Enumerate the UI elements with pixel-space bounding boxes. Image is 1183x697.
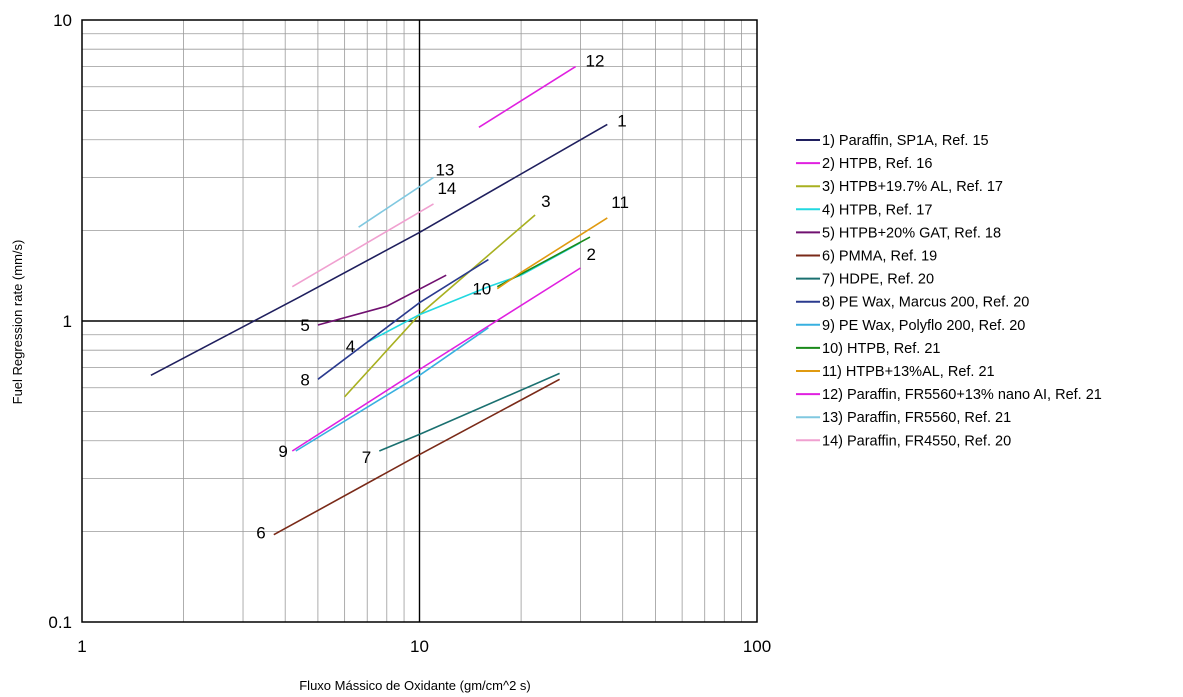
- series-line-6: [273, 378, 560, 536]
- series-label-10: 10: [472, 280, 491, 299]
- series-label-9: 9: [278, 442, 287, 461]
- legend-entry: 5) HTPB+20% GAT, Ref. 18: [822, 225, 1001, 241]
- series-label-7: 7: [362, 448, 371, 467]
- legend-entry: 3) HTPB+19.7% AL, Ref. 17: [822, 179, 1003, 195]
- series-label-2: 2: [587, 245, 596, 264]
- legend-entry: 1) Paraffin, SP1A, Ref. 15: [822, 133, 989, 149]
- series-line-1: [150, 123, 608, 377]
- series-line-5: [317, 274, 447, 326]
- series-label-5: 5: [300, 316, 309, 335]
- legend-entry: 8) PE Wax, Marcus 200, Ref. 20: [822, 295, 1029, 311]
- series-line-9: [295, 327, 489, 452]
- legend-entry: 2) HTPB, Ref. 16: [822, 156, 932, 172]
- legend: 1) Paraffin, SP1A, Ref. 15 2) HTPB, Ref. …: [796, 133, 1102, 449]
- x-axis-title: Fluxo Mássico de Oxidante (gm/cm^2 s): [299, 678, 531, 693]
- series-label-8: 8: [300, 370, 309, 389]
- series-line-14: [291, 203, 434, 288]
- series-label-4: 4: [346, 337, 355, 356]
- series-line-7: [378, 372, 560, 452]
- y-tick-label: 10: [53, 11, 72, 30]
- series-line-11: [496, 217, 608, 290]
- y-tick-label: 1: [63, 312, 72, 331]
- legend-entry: 7) HDPE, Ref. 20: [822, 272, 934, 288]
- legend-entry: 12) Paraffin, FR5560+13% nano AI, Ref. 2…: [822, 387, 1102, 403]
- series-label-11: 11: [611, 193, 629, 212]
- series-line-2: [291, 267, 581, 452]
- series-label-1: 1: [617, 111, 626, 130]
- legend-entry: 13) Paraffin, FR5560, Ref. 21: [822, 410, 1011, 426]
- series-line-12: [478, 65, 577, 128]
- series-line-8: [317, 258, 489, 380]
- y-axis-title: Fuel Regression rate (mm/s): [10, 240, 25, 405]
- x-tick-label: 1: [77, 637, 86, 656]
- legend-entry: 10) HTPB, Ref. 21: [822, 341, 940, 357]
- legend-entry: 14) Paraffin, FR4550, Ref. 20: [822, 433, 1011, 449]
- series-label-14: 14: [437, 179, 456, 198]
- series-line-4: [366, 241, 581, 343]
- series-label-6: 6: [256, 524, 265, 543]
- y-tick-label: 0.1: [48, 613, 72, 632]
- series-label-3: 3: [541, 192, 550, 211]
- series-lines: [150, 65, 608, 536]
- series-line-13: [358, 176, 434, 228]
- series-label-12: 12: [586, 52, 605, 71]
- legend-entry: 11) HTPB+13%AL, Ref. 21: [822, 364, 995, 380]
- x-tick-label: 10: [410, 637, 429, 656]
- legend-entry: 4) HTPB, Ref. 17: [822, 202, 932, 218]
- x-tick-label: 100: [743, 637, 771, 656]
- series-label-13: 13: [435, 160, 454, 179]
- legend-entry: 9) PE Wax, Polyflo 200, Ref. 20: [822, 318, 1025, 334]
- legend-entry: 6) PMMA, Ref. 19: [822, 249, 937, 265]
- tick-labels: 1 10 100 0.1 1 10: [48, 11, 771, 656]
- major-axis-lines: [82, 20, 757, 622]
